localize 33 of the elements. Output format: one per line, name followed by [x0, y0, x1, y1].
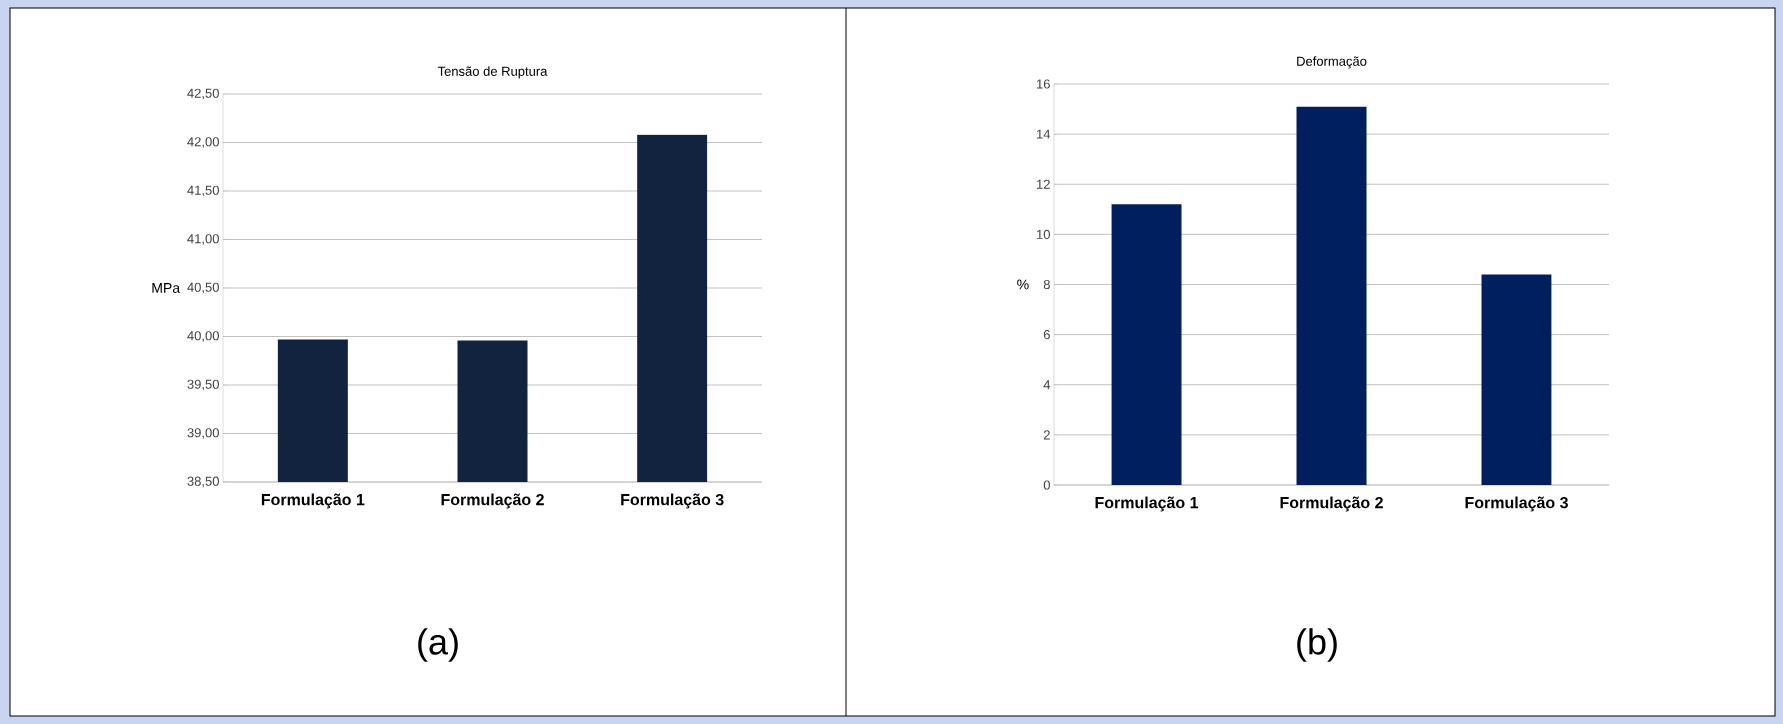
bar: [1481, 274, 1552, 485]
bar: [1296, 106, 1367, 485]
x-tick-label: Formulação 1: [261, 493, 365, 509]
x-tick-label: Formulação 3: [621, 493, 724, 509]
y-tick-label: 2: [1043, 430, 1050, 440]
y-tick-label: 14: [1037, 129, 1051, 139]
y-tick-label: 38,50: [187, 476, 219, 488]
y-tick-label: 40,50: [187, 282, 219, 294]
y-axis-title: %: [1017, 279, 1029, 290]
y-tick-label: 6: [1043, 330, 1050, 340]
y-tick-label: 41,50: [187, 185, 219, 197]
y-tick-label: 39,00: [187, 428, 219, 439]
y-tick-label: 39,50: [187, 379, 219, 391]
x-tick-label: Formulação 3: [1465, 496, 1568, 512]
text: (a): [418, 628, 458, 662]
x-tick-label: Formulação 2: [441, 493, 544, 509]
x-tick-label: Formulação 2: [1280, 496, 1383, 512]
y-tick-label: 42,00: [187, 137, 219, 148]
text: (b): [1297, 628, 1337, 662]
y-tick-label: 0: [1043, 480, 1050, 490]
y-tick-label: 12: [1037, 179, 1050, 189]
y-tick-label: 41,00: [187, 234, 219, 245]
chart-title: Tensão de Ruptura: [437, 66, 548, 79]
y-tick-label: 40,00: [187, 331, 219, 342]
y-tick-label: 10: [1037, 229, 1050, 239]
bar: [1111, 204, 1182, 485]
y-tick-label: 4: [1043, 380, 1051, 390]
x-tick-label: Formulação 1: [1095, 496, 1199, 512]
chart-title: Deformação: [1297, 56, 1367, 69]
y-tick-label: 42,50: [187, 88, 219, 100]
y-tick-label: 16: [1037, 79, 1050, 89]
y-tick-label: 8: [1043, 279, 1050, 290]
y-axis-title: MPa: [152, 283, 181, 293]
